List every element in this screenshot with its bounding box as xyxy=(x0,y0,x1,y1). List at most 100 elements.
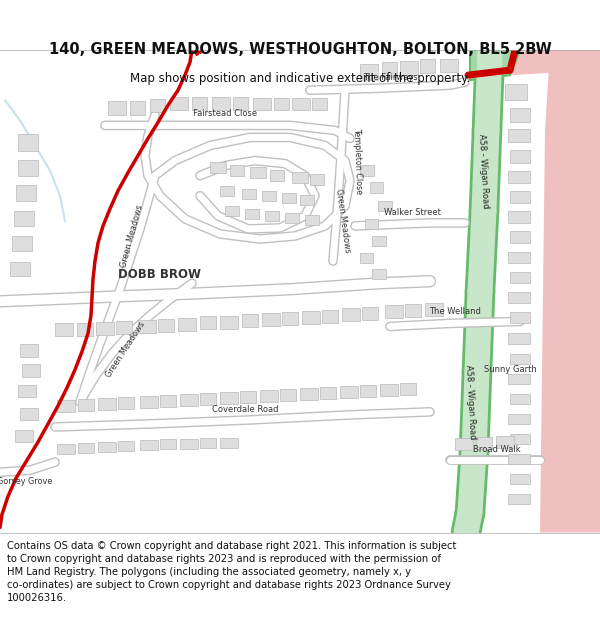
Text: Broad Walk: Broad Walk xyxy=(473,445,521,454)
Bar xyxy=(116,321,132,334)
Text: Green Meadows: Green Meadows xyxy=(104,320,148,379)
Text: The Welland: The Welland xyxy=(429,308,481,316)
Bar xyxy=(510,191,530,202)
Bar xyxy=(78,443,94,453)
Bar xyxy=(510,149,530,162)
Text: Sunny Garth: Sunny Garth xyxy=(484,365,536,374)
Bar xyxy=(265,211,279,221)
Bar xyxy=(505,84,527,100)
Bar xyxy=(178,318,196,331)
Bar xyxy=(292,172,308,182)
Bar xyxy=(510,394,530,404)
Bar xyxy=(362,308,378,321)
Bar xyxy=(242,314,258,328)
Bar xyxy=(360,385,376,397)
Bar xyxy=(508,252,530,263)
Bar xyxy=(380,384,398,396)
Bar xyxy=(200,438,216,448)
Text: Green Meadows: Green Meadows xyxy=(334,188,352,254)
Text: Green Meadows: Green Meadows xyxy=(119,204,145,268)
Bar xyxy=(262,313,280,326)
Bar xyxy=(253,98,271,110)
Bar xyxy=(140,440,158,450)
Bar xyxy=(200,316,216,329)
Bar xyxy=(20,408,38,420)
Bar xyxy=(360,164,374,176)
Bar xyxy=(400,382,416,395)
Bar xyxy=(365,219,378,229)
Polygon shape xyxy=(540,50,600,532)
Bar xyxy=(496,436,514,448)
Bar xyxy=(15,430,33,442)
Text: Contains OS data © Crown copyright and database right 2021. This information is : Contains OS data © Crown copyright and d… xyxy=(7,541,457,603)
Bar xyxy=(180,439,198,449)
Bar xyxy=(170,98,188,110)
Bar xyxy=(212,98,230,110)
Bar xyxy=(22,364,40,377)
Bar xyxy=(77,323,93,336)
Bar xyxy=(420,59,435,73)
Bar xyxy=(342,308,360,321)
Bar xyxy=(18,159,38,176)
Bar xyxy=(360,64,378,80)
Text: The Fairways: The Fairways xyxy=(362,73,418,82)
Bar xyxy=(508,171,530,182)
Text: A58 - Wigan Road: A58 - Wigan Road xyxy=(476,133,490,208)
Bar xyxy=(300,388,318,400)
Bar xyxy=(302,311,320,324)
Bar xyxy=(508,374,530,384)
Text: Walker Street: Walker Street xyxy=(383,208,440,217)
Bar xyxy=(57,444,75,454)
Bar xyxy=(510,108,530,122)
Bar xyxy=(510,272,530,283)
Bar xyxy=(18,385,36,397)
Bar xyxy=(98,398,116,410)
Bar xyxy=(98,442,116,452)
Bar xyxy=(455,438,473,450)
Bar xyxy=(262,191,276,201)
Bar xyxy=(372,269,386,279)
Bar xyxy=(250,167,266,177)
Bar xyxy=(310,174,324,185)
Bar xyxy=(476,437,492,449)
Bar xyxy=(508,334,530,344)
Bar xyxy=(360,253,373,263)
Bar xyxy=(378,201,392,211)
Bar xyxy=(220,438,238,448)
Bar xyxy=(510,354,530,364)
Bar xyxy=(312,98,327,110)
Bar xyxy=(510,474,530,484)
Text: DOBB BROW: DOBB BROW xyxy=(119,268,202,281)
Bar xyxy=(14,211,34,226)
Text: A58 - Wigan Road: A58 - Wigan Road xyxy=(464,364,476,439)
Bar xyxy=(280,389,296,401)
Bar xyxy=(340,386,358,398)
Bar xyxy=(160,395,176,407)
Bar xyxy=(400,61,418,75)
Bar xyxy=(260,390,278,402)
Bar xyxy=(180,394,198,406)
Bar xyxy=(78,399,94,411)
Bar xyxy=(192,98,207,110)
Bar xyxy=(210,162,226,172)
Polygon shape xyxy=(510,50,600,75)
Bar xyxy=(508,129,530,142)
Bar xyxy=(220,392,238,404)
Bar xyxy=(292,98,310,110)
Bar xyxy=(405,304,421,318)
Bar xyxy=(160,439,176,449)
Bar xyxy=(285,213,299,223)
Bar xyxy=(220,186,234,196)
Bar xyxy=(55,323,73,336)
Bar xyxy=(382,62,397,77)
Bar xyxy=(158,319,174,332)
Bar xyxy=(118,397,134,409)
Bar xyxy=(10,262,30,276)
Bar xyxy=(96,322,114,336)
Bar xyxy=(245,209,259,219)
Bar xyxy=(510,312,530,323)
Bar xyxy=(220,316,238,329)
Bar xyxy=(300,195,314,205)
Bar xyxy=(233,98,248,110)
Text: Fairstead Close: Fairstead Close xyxy=(193,109,257,118)
